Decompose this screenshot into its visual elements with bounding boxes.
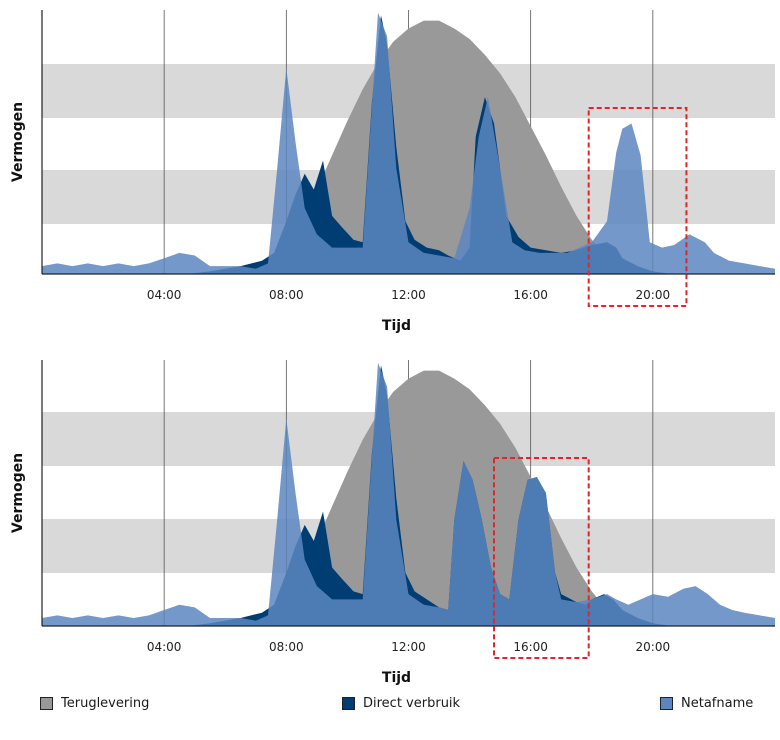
area-direct-verbruik [188, 15, 672, 275]
chart-bottom: 04:00 08:00 12:00 16:00 20:00 Tijd Vermogen [10, 360, 775, 686]
highlight-box [493, 457, 590, 659]
x-tick-label: 16:00 [513, 640, 548, 654]
legend-label: Netafname [681, 695, 754, 711]
highlight-box [587, 107, 688, 307]
x-tick-label: 04:00 [147, 640, 182, 654]
x-tick-label: 16:00 [513, 288, 548, 302]
legend-item-direct-verbruik: Direct verbruik [342, 694, 460, 712]
area-netafname [42, 12, 775, 274]
legend-swatch-direct-verbruik [342, 696, 355, 710]
legend-swatch-teruglevering [40, 696, 53, 710]
x-tick-label: 12:00 [391, 288, 426, 302]
y-axis-label: Vermogen [10, 102, 26, 182]
x-tick-label: 12:00 [391, 640, 426, 654]
legend-item-teruglevering: Teruglevering [40, 694, 149, 712]
x-tick-label: 20:00 [636, 640, 671, 654]
legend-label: Teruglevering [61, 695, 150, 711]
x-tick-label: 04:00 [147, 288, 182, 302]
x-axis-label: Tijd [382, 318, 411, 334]
area-netafname [42, 362, 775, 626]
legend-swatch-netafname [660, 696, 673, 710]
x-tick-label: 20:00 [636, 288, 671, 302]
legend-item-netafname: Netafname [660, 694, 753, 712]
legend-label: Direct verbruik [363, 695, 461, 711]
area-teruglevering [255, 20, 638, 274]
x-axis-label: Tijd [382, 670, 411, 686]
chart-top: 04:00 08:00 12:00 16:00 20:00 Tijd Vermogen [10, 10, 775, 334]
y-axis-label: Vermogen [10, 453, 26, 533]
x-tick-label: 08:00 [269, 288, 304, 302]
x-tick-label: 08:00 [269, 640, 304, 654]
